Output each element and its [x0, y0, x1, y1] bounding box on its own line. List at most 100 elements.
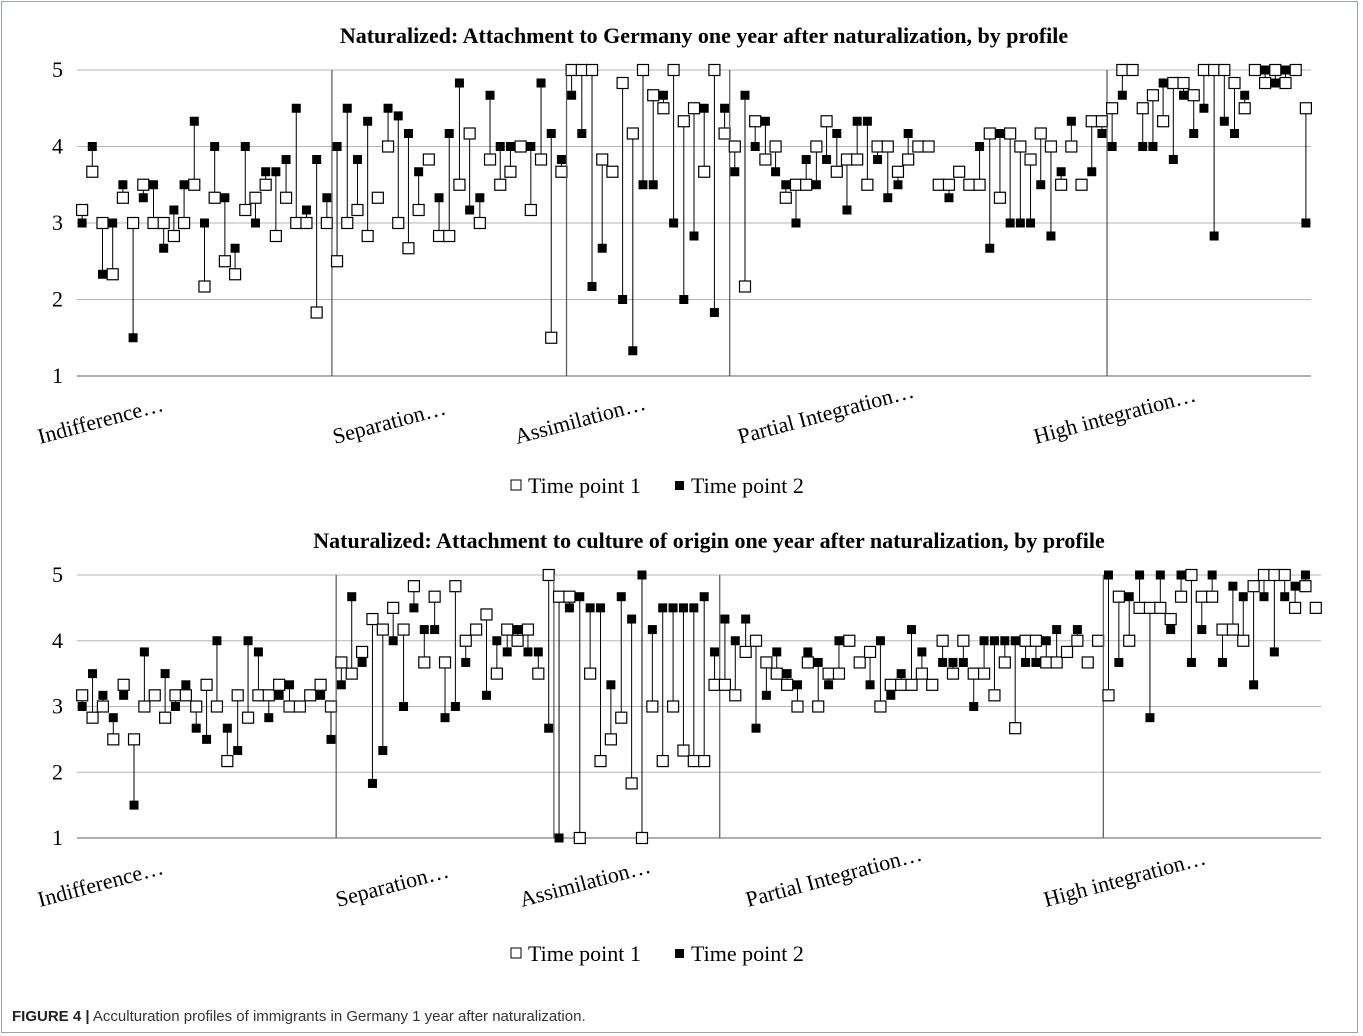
point-time1	[1157, 115, 1170, 128]
point-time2	[772, 647, 782, 657]
point-time2	[450, 702, 460, 711]
point-time2	[1072, 625, 1082, 635]
point-time2	[1031, 657, 1041, 667]
chart-title: Naturalized: Attachment to Germany one y…	[340, 23, 1069, 48]
point-time1	[188, 178, 201, 191]
point-time1	[1154, 601, 1167, 614]
point-time2	[907, 625, 917, 635]
point-time1	[718, 678, 732, 691]
point-time2	[475, 193, 485, 203]
point-time2	[1145, 713, 1155, 723]
point-time1	[565, 63, 578, 77]
point-time1	[759, 153, 772, 166]
chart-title: Naturalized: Attachment to culture of or…	[313, 528, 1105, 553]
point-time2	[668, 603, 678, 613]
point-time1	[524, 203, 537, 217]
point-time2	[526, 142, 536, 151]
point-time1	[871, 140, 884, 153]
point-time2	[502, 647, 512, 657]
point-time1	[677, 744, 690, 757]
point-time2	[108, 218, 118, 228]
chart-1: Naturalized: Attachment to Germany one y…	[35, 23, 1313, 498]
point-time2	[108, 713, 118, 723]
point-time2	[606, 680, 616, 690]
point-time2	[326, 734, 336, 744]
point-time1	[573, 831, 586, 845]
point-time1	[698, 754, 711, 768]
point-time1	[820, 115, 833, 128]
point-time2	[689, 603, 699, 613]
point-time1	[1279, 76, 1292, 90]
profile-label: High integration…	[1041, 845, 1209, 912]
point-time1	[1123, 634, 1136, 647]
point-time1	[584, 667, 597, 680]
point-time2	[409, 603, 419, 613]
point-time2	[230, 243, 240, 253]
point-time1	[749, 115, 762, 128]
point-time2	[730, 167, 740, 177]
point-time1	[1004, 127, 1017, 140]
point-time1	[594, 754, 607, 768]
point-time2	[492, 636, 502, 646]
y-tick-label: 5	[52, 57, 63, 82]
y-tick-label: 4	[52, 628, 63, 653]
point-time1	[1081, 656, 1094, 669]
point-time1	[221, 754, 234, 768]
point-time1	[228, 268, 242, 281]
y-tick-label: 2	[52, 287, 63, 312]
point-time2	[979, 636, 989, 646]
point-time1	[341, 216, 354, 230]
point-time2	[444, 128, 454, 138]
point-time2	[352, 155, 362, 165]
point-time2	[1036, 180, 1046, 190]
point-time1	[1126, 63, 1139, 77]
point-time2	[1259, 592, 1269, 602]
point-time2	[485, 90, 495, 100]
point-time2	[720, 103, 730, 113]
point-time2	[199, 218, 209, 228]
point-time1	[117, 678, 130, 691]
point-time2	[1228, 581, 1238, 591]
point-time2	[261, 167, 271, 177]
point-time1	[76, 689, 89, 702]
point-time2	[191, 723, 201, 733]
point-time1	[428, 590, 441, 603]
point-time1	[832, 667, 846, 680]
point-time2	[322, 193, 332, 203]
point-time1	[422, 153, 435, 166]
point-time2	[852, 116, 862, 126]
point-time2	[720, 614, 730, 624]
point-time1	[148, 689, 161, 702]
legend-marker-time2	[675, 949, 684, 958]
point-time1	[1247, 580, 1260, 593]
y-tick-label: 2	[52, 759, 63, 784]
point-time2	[271, 167, 281, 177]
point-time1	[891, 165, 905, 178]
point-time2	[202, 734, 212, 744]
point-time1	[932, 178, 945, 191]
point-time2	[1155, 570, 1165, 580]
point-time1	[345, 667, 358, 680]
point-time1	[667, 63, 680, 77]
point-time2	[944, 193, 954, 203]
point-time2	[811, 180, 821, 190]
point-time2	[1260, 65, 1270, 75]
point-time1	[1136, 102, 1149, 115]
point-time2	[1056, 167, 1066, 177]
point-time1	[1133, 601, 1146, 614]
point-time2	[1166, 625, 1176, 635]
point-time1	[241, 711, 255, 724]
point-time2	[627, 614, 637, 624]
point-time2	[128, 333, 138, 343]
point-time1	[973, 178, 986, 191]
point-time2	[958, 657, 968, 667]
point-time1	[698, 165, 711, 178]
point-time1	[381, 140, 395, 153]
profile-label: High integration…	[1031, 382, 1199, 449]
point-time1	[490, 667, 503, 680]
point-time2	[618, 295, 628, 304]
point-time1	[1208, 63, 1221, 77]
point-time1	[262, 689, 275, 702]
point-time2	[98, 690, 108, 700]
y-tick-label: 3	[52, 694, 63, 719]
